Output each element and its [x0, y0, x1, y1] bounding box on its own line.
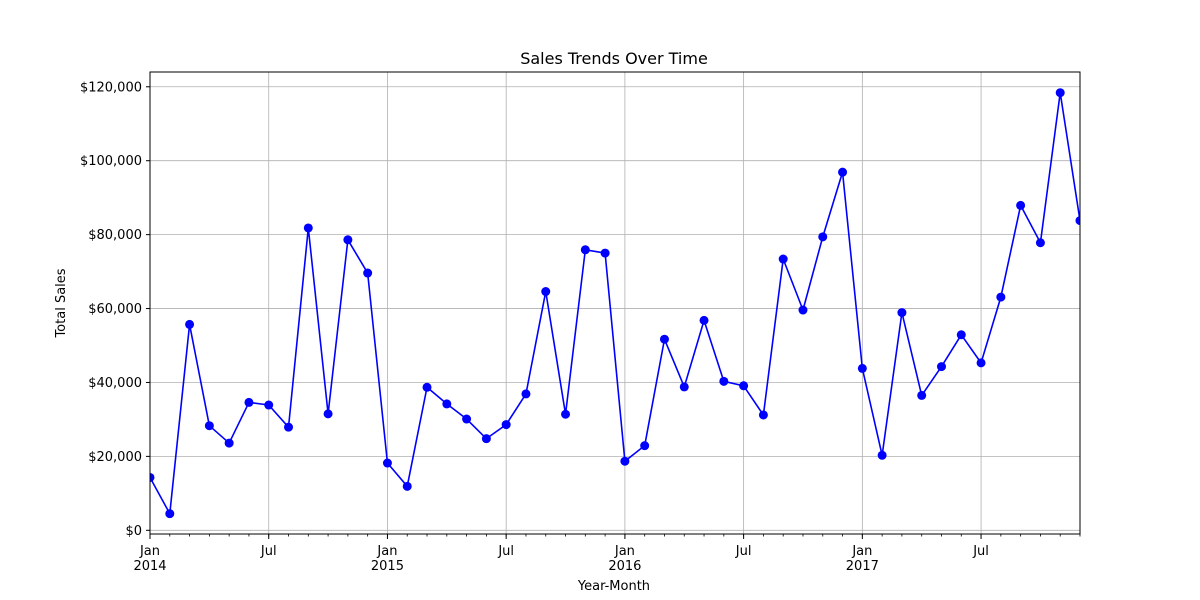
data-point	[956, 330, 966, 340]
data-point	[877, 450, 887, 460]
data-point	[1055, 88, 1065, 98]
data-point	[501, 420, 511, 430]
x-tick-label: Jan	[614, 544, 635, 559]
data-point	[996, 292, 1006, 302]
y-tick-label: $80,000	[88, 228, 142, 243]
y-tick-label: $120,000	[80, 80, 142, 95]
y-axis-label: Total Sales	[54, 268, 69, 338]
data-point	[580, 245, 590, 255]
series-group	[150, 88, 1080, 519]
x-tick-year-label: 2014	[133, 559, 166, 574]
data-point	[897, 308, 907, 318]
data-point	[442, 399, 452, 409]
data-point	[600, 248, 610, 258]
data-point	[659, 334, 669, 344]
data-point	[739, 381, 749, 391]
data-point	[363, 268, 373, 278]
data-point	[917, 390, 927, 400]
sales-series	[150, 88, 1080, 519]
data-point	[818, 232, 828, 242]
data-point	[798, 305, 808, 315]
y-tick-label: $20,000	[88, 450, 142, 465]
y-tick-label: $40,000	[88, 376, 142, 391]
data-point	[481, 434, 491, 444]
data-point	[936, 362, 946, 372]
data-point	[699, 315, 709, 325]
data-point	[620, 456, 630, 466]
x-tick-year-label: 2016	[608, 559, 641, 574]
data-point	[185, 319, 195, 329]
x-tick-label: Jan	[851, 544, 872, 559]
data-point	[462, 414, 472, 424]
data-point	[758, 410, 768, 420]
data-point	[165, 509, 175, 519]
x-tick-label: Jan	[139, 544, 160, 559]
y-tick-label: $0	[125, 524, 142, 539]
data-point	[719, 376, 729, 386]
data-point	[976, 358, 986, 368]
x-axis-label: Year-Month	[577, 579, 650, 594]
chart-title: Sales Trends Over Time	[520, 49, 708, 68]
x-tick-label: Jul	[735, 544, 752, 559]
data-point	[402, 481, 412, 491]
data-point	[284, 422, 294, 432]
x-tick-year-label: 2017	[846, 559, 879, 574]
data-point	[778, 254, 788, 264]
y-axis: $0 $20,000 $40,000 $60,000 $80,000 $100,000 $1…	[80, 80, 150, 539]
x-tick-label: Jul	[497, 544, 514, 559]
data-point	[857, 363, 867, 373]
data-point	[561, 409, 571, 419]
data-point	[343, 235, 353, 245]
data-point	[422, 382, 432, 392]
data-point	[150, 472, 155, 482]
x-tick-year-label: 2015	[371, 559, 404, 574]
data-point	[679, 382, 689, 392]
x-tick-label: Jul	[972, 544, 989, 559]
y-tick-label: $60,000	[88, 302, 142, 317]
data-point	[541, 287, 551, 297]
data-point	[1075, 216, 1080, 226]
data-point	[1035, 238, 1045, 248]
data-point	[323, 409, 333, 419]
data-point	[382, 458, 392, 468]
data-point	[521, 389, 531, 399]
data-point	[303, 223, 313, 233]
grid-lines	[149, 72, 1080, 534]
data-point	[224, 438, 234, 448]
plot-area-frame	[149, 71, 1081, 535]
x-tick-label: Jan	[376, 544, 397, 559]
data-point	[204, 421, 214, 431]
series-line	[150, 91, 1080, 515]
data-point	[838, 167, 848, 177]
y-tick-label: $100,000	[80, 154, 142, 169]
data-point	[244, 397, 254, 407]
data-point	[1016, 200, 1026, 210]
data-point	[264, 400, 274, 410]
data-point	[640, 441, 650, 451]
x-tick-label: Jul	[260, 544, 277, 559]
